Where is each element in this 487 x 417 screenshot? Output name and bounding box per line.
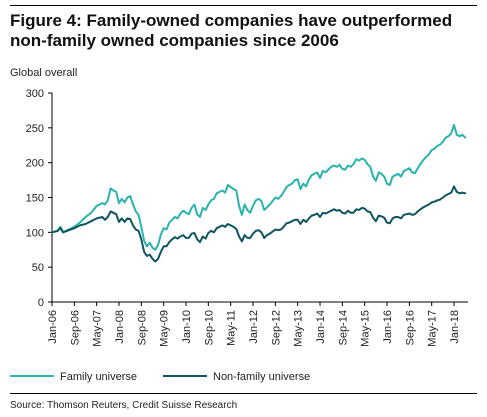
x-tick-label: Jan-10 bbox=[181, 310, 193, 344]
x-tick-label: Sep-12 bbox=[270, 310, 282, 345]
source-note: Source: Thomson Reuters, Credit Suisse R… bbox=[10, 400, 238, 411]
x-tick-label: Jan-14 bbox=[315, 310, 327, 344]
legend-family-universe-label: Family universe bbox=[60, 371, 137, 383]
y-tick-label: 150 bbox=[26, 193, 44, 205]
x-tick-label: Jan-18 bbox=[449, 310, 461, 344]
x-tick-label: May-15 bbox=[360, 310, 372, 347]
x-tick-label: Jan-08 bbox=[114, 310, 126, 344]
y-tick-label: 100 bbox=[26, 227, 44, 239]
x-tick-label: May-09 bbox=[159, 310, 171, 347]
x-tick-label: Sep-08 bbox=[136, 310, 148, 345]
x-tick-label: May-07 bbox=[92, 310, 104, 347]
x-tick-label: Sep-06 bbox=[69, 310, 81, 345]
x-tick-label: Jan-16 bbox=[382, 310, 394, 344]
x-tick-label: Sep-10 bbox=[203, 310, 215, 345]
x-tick-label: May-17 bbox=[427, 310, 439, 347]
y-tick-label: 200 bbox=[26, 158, 44, 170]
y-axis-label: Global overall bbox=[10, 67, 77, 79]
figure-title: Figure 4: Family-owned companies have ou… bbox=[10, 11, 453, 50]
x-tick-label: May-11 bbox=[226, 310, 238, 346]
y-tick-label: 250 bbox=[26, 123, 44, 135]
non-family-universe-line bbox=[51, 185, 467, 263]
source-top-rule bbox=[10, 393, 477, 394]
x-tick-label: Sep-16 bbox=[404, 310, 416, 345]
x-tick-label: Jan-06 bbox=[47, 310, 59, 344]
x-tick-label: May-13 bbox=[293, 310, 305, 347]
title-top-rule bbox=[10, 5, 477, 6]
legend-non-family-universe-label: Non-family universe bbox=[213, 371, 310, 383]
x-tick-label: Sep-14 bbox=[337, 310, 349, 345]
y-tick-label: 50 bbox=[32, 262, 44, 274]
x-tick-label: Jan-12 bbox=[248, 310, 260, 344]
family-universe-line bbox=[51, 124, 467, 251]
y-tick-label: 300 bbox=[26, 88, 44, 100]
y-tick-label: 0 bbox=[38, 297, 44, 309]
